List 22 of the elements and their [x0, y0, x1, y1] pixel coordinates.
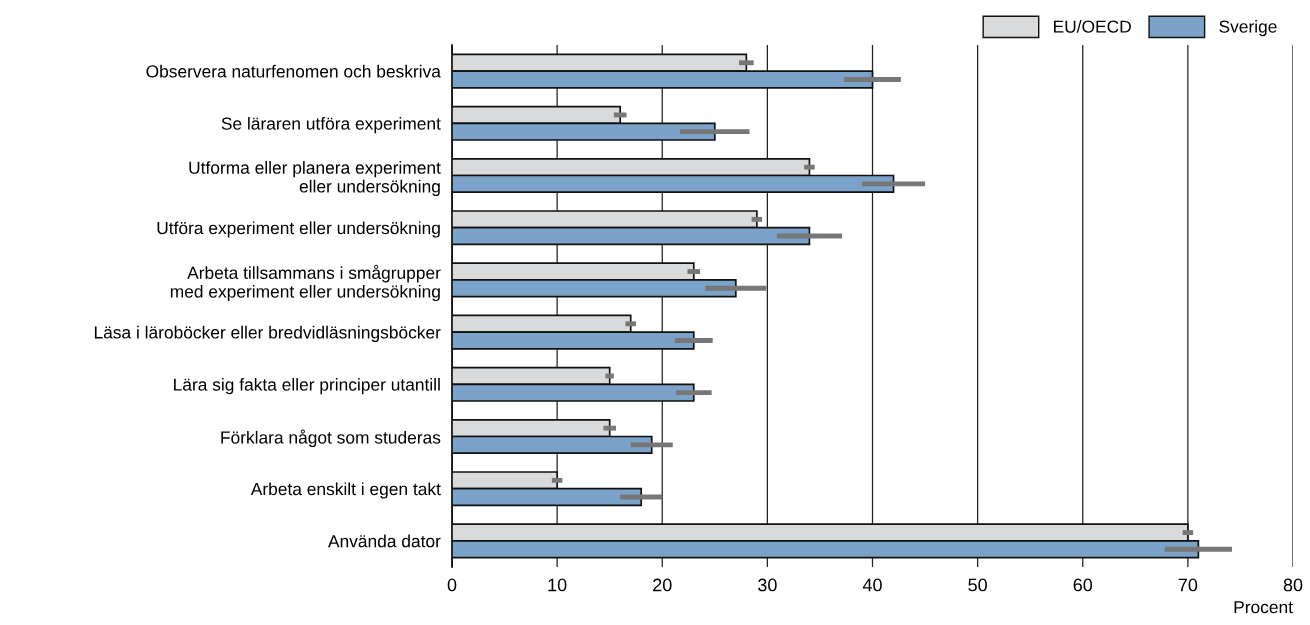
y-tick-label: Utföra experiment eller undersökning — [157, 221, 440, 238]
x-tick-label: 0 — [447, 578, 457, 592]
legend-label: EU/OECD — [1054, 19, 1131, 33]
x-tick-label: 20 — [653, 578, 672, 592]
y-tick-label: Arbeta tillsammans i smågrupper med experiment eller undersökning — [170, 264, 441, 302]
y-tick-label: Observera naturfenomen och beskriva — [146, 64, 441, 78]
y-tick-label: Använda dator — [328, 534, 441, 548]
x-tick-label: 60 — [1073, 578, 1093, 592]
x-tick-label: 50 — [968, 578, 987, 592]
y-tick-label: Se läraren utföra experiment — [221, 117, 441, 134]
y-tick-label: Arbeta enskilt i egen takt — [250, 482, 441, 499]
x-tick-label: 80 — [1283, 578, 1303, 592]
x-axis-title: Procent — [1234, 601, 1293, 614]
legend-label: Sverige — [1219, 19, 1277, 37]
x-tick-label: 70 — [1178, 578, 1198, 592]
x-tick-label: 40 — [862, 578, 882, 592]
y-tick-label: Läsa i läroböcker eller bredvidläsningsböcker — [94, 325, 441, 342]
x-tick-label: 30 — [758, 578, 777, 592]
y-tick-label: Utforma eller planera experiment eller undersökning — [189, 161, 441, 196]
y-tick-label: Förklara något som studeras — [221, 429, 441, 448]
y-tick-label: Lära sig fakta eller principer utantill — [174, 378, 440, 395]
x-tick-label: 10 — [548, 578, 567, 592]
